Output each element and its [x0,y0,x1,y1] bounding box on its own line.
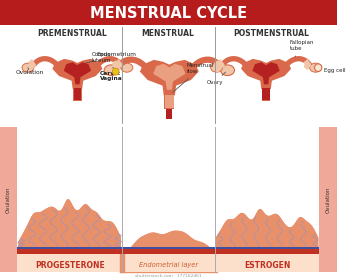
Ellipse shape [211,63,222,72]
Text: Ovulation: Ovulation [325,186,331,213]
Polygon shape [216,209,318,250]
Text: Cervix: Cervix [100,71,121,76]
Ellipse shape [22,63,34,72]
Text: MENSTRUAL: MENSTRUAL [141,29,194,38]
Ellipse shape [121,63,133,72]
Polygon shape [153,64,185,90]
Polygon shape [18,199,121,250]
Text: MENSTRUAL CYCLE: MENSTRUAL CYCLE [90,6,247,20]
Text: Egg cell: Egg cell [318,68,346,73]
Circle shape [315,64,322,71]
Text: Fallopian
tube: Fallopian tube [290,40,314,57]
Polygon shape [140,60,199,95]
Polygon shape [252,62,280,84]
FancyBboxPatch shape [73,88,82,101]
FancyBboxPatch shape [262,88,270,101]
FancyBboxPatch shape [319,127,337,272]
Polygon shape [64,62,91,84]
FancyBboxPatch shape [17,247,319,249]
FancyBboxPatch shape [262,88,270,100]
Text: Menstrual
flow: Menstrual flow [173,63,214,92]
Polygon shape [216,209,318,250]
FancyBboxPatch shape [17,250,319,272]
FancyBboxPatch shape [0,0,337,25]
Text: PREMENSTRUAL: PREMENSTRUAL [38,29,108,38]
Text: Ovulation: Ovulation [16,68,44,75]
Polygon shape [123,231,214,254]
Text: Ovulation: Ovulation [6,186,11,213]
Polygon shape [123,231,214,254]
Text: shutterstock.com · 177162461: shutterstock.com · 177162461 [135,274,201,278]
Text: POSTMENSTRUAL: POSTMENSTRUAL [233,29,309,38]
FancyBboxPatch shape [166,109,172,119]
Text: Ovary: Ovary [206,72,226,85]
Circle shape [112,68,119,75]
Text: Vagina: Vagina [100,76,122,81]
Polygon shape [53,59,102,89]
Text: Endometrium: Endometrium [78,52,137,65]
Polygon shape [241,59,291,89]
FancyBboxPatch shape [0,127,17,272]
FancyBboxPatch shape [74,88,81,100]
Ellipse shape [104,65,118,76]
FancyBboxPatch shape [17,249,319,254]
Ellipse shape [310,63,322,72]
Polygon shape [18,199,121,250]
Text: PROGESTERONE: PROGESTERONE [35,260,104,269]
Text: ESTROGEN: ESTROGEN [244,260,290,269]
FancyBboxPatch shape [0,127,337,272]
Ellipse shape [221,65,235,76]
FancyBboxPatch shape [165,95,174,108]
Text: Endometrial layer: Endometrial layer [139,262,198,268]
FancyBboxPatch shape [164,94,174,109]
Text: Corpus
luteum: Corpus luteum [92,52,114,68]
